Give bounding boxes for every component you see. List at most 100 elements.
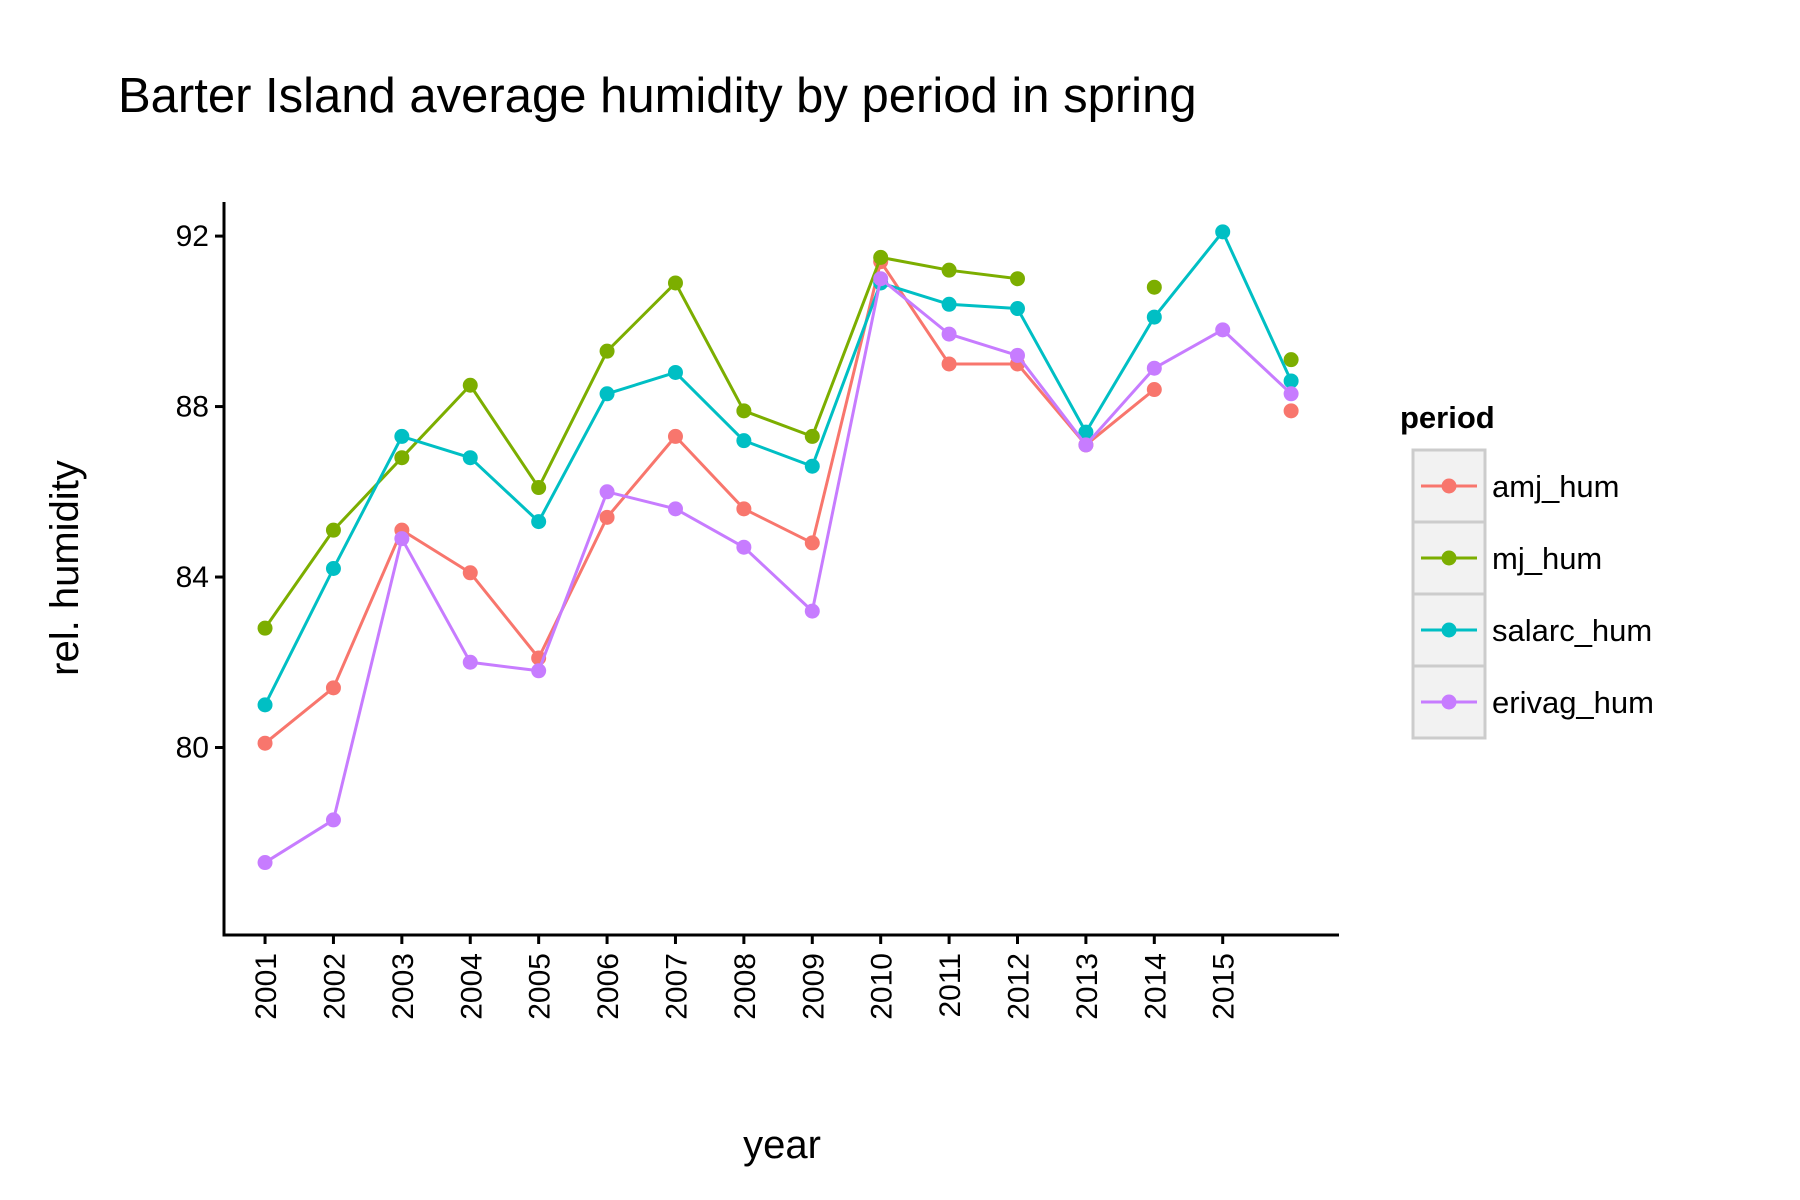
y-axis-title: rel. humidity — [43, 460, 87, 676]
x-tick-label: 2006 — [592, 953, 625, 1020]
legend-key-point — [1441, 694, 1457, 710]
data-point — [1146, 360, 1162, 376]
x-tick-label: 2004 — [455, 953, 488, 1020]
x-axis-title: year — [743, 1123, 821, 1167]
legend-label: amj_hum — [1492, 469, 1620, 504]
x-tick-label: 2013 — [1071, 953, 1104, 1020]
series-erivag_hum — [257, 271, 1299, 871]
data-point — [325, 561, 341, 576]
data-point — [941, 326, 957, 342]
data-point — [1283, 352, 1299, 368]
series-line — [264, 260, 1156, 745]
series-line — [263, 230, 1293, 706]
legend-items: amj_hum mj_hum salarc_hum erivag_hum — [1411, 448, 1654, 740]
data-point — [257, 855, 273, 871]
legend-key-point — [1441, 622, 1457, 638]
data-point — [873, 271, 889, 287]
data-point — [599, 386, 615, 402]
data-point — [462, 377, 478, 393]
data-point — [941, 296, 957, 312]
data-point — [736, 403, 752, 419]
legend-label: mj_hum — [1492, 541, 1602, 576]
data-point — [804, 428, 820, 444]
data-point — [1078, 437, 1094, 453]
x-tick-label: 2015 — [1208, 953, 1241, 1020]
data-point — [462, 654, 478, 670]
data-point — [941, 356, 957, 372]
data-point — [531, 514, 547, 530]
x-tick-label: 2005 — [524, 953, 557, 1020]
x-tick-label: 2007 — [660, 953, 693, 1020]
series-amj_hum — [257, 254, 1299, 751]
y-tick-label: 92 — [176, 220, 209, 253]
data-point — [462, 450, 478, 466]
series-layer — [257, 224, 1299, 871]
data-point — [257, 697, 273, 713]
x-ticks: 2001 2002 2003 2004 2005 2006 2007 2008 2009 2010… — [250, 935, 1241, 1020]
data-point — [257, 735, 273, 751]
data-point — [394, 531, 410, 547]
data-point — [1146, 309, 1162, 325]
series-salarc_hum — [257, 224, 1299, 713]
data-point — [1283, 386, 1299, 402]
x-tick-label: 2010 — [866, 953, 899, 1020]
data-point — [1009, 301, 1025, 317]
chart-title: Barter Island average humidity by period… — [118, 69, 1197, 123]
data-point — [736, 433, 752, 449]
data-point — [257, 620, 273, 636]
data-point — [1009, 347, 1025, 363]
data-point — [667, 428, 683, 444]
legend-key-point — [1441, 478, 1457, 494]
legend-item: salarc_hum — [1411, 592, 1652, 668]
data-point — [1146, 382, 1162, 398]
data-point — [804, 458, 820, 474]
data-point — [599, 509, 615, 525]
data-point — [1215, 224, 1231, 240]
data-point — [736, 501, 752, 517]
legend: period amj_hum mj_hum salarc_hum erivag_hum — [1400, 400, 1654, 740]
data-point — [1283, 373, 1299, 389]
series-mj_hum — [257, 249, 1299, 636]
x-tick-label: 2002 — [318, 953, 351, 1020]
axes — [222, 202, 1339, 937]
series-line — [263, 255, 1018, 630]
data-point — [531, 663, 547, 679]
legend-key-point — [1441, 550, 1457, 566]
data-point — [325, 680, 341, 696]
legend-title: period — [1400, 400, 1495, 435]
data-point — [462, 565, 478, 581]
x-tick-label: 2014 — [1139, 953, 1172, 1020]
data-point — [667, 275, 683, 291]
data-point — [599, 343, 615, 359]
data-point — [804, 603, 820, 619]
data-point — [394, 450, 410, 466]
y-ticks: 80 84 88 92 — [176, 220, 224, 764]
data-point — [394, 428, 410, 444]
data-point — [941, 262, 957, 278]
y-tick-label: 84 — [176, 561, 209, 594]
data-point — [531, 480, 547, 496]
legend-label: salarc_hum — [1492, 613, 1652, 648]
y-tick-label: 80 — [176, 731, 209, 764]
y-tick-label: 88 — [176, 391, 209, 424]
x-tick-label: 2001 — [250, 953, 283, 1020]
x-tick-label: 2008 — [729, 953, 762, 1020]
x-tick-label: 2009 — [797, 953, 830, 1020]
legend-label: erivag_hum — [1492, 685, 1654, 720]
data-point — [667, 364, 683, 380]
data-point — [804, 535, 820, 551]
data-point — [599, 484, 615, 500]
data-point — [1146, 279, 1162, 295]
data-point — [1009, 271, 1025, 287]
data-point — [667, 501, 683, 517]
legend-item: amj_hum — [1411, 448, 1620, 524]
x-tick-label: 2011 — [934, 953, 967, 1018]
data-point — [736, 539, 752, 555]
x-tick-label: 2003 — [387, 953, 420, 1020]
data-point — [325, 522, 341, 538]
data-point — [873, 249, 889, 265]
data-point — [325, 812, 341, 828]
data-point — [1078, 424, 1094, 440]
x-tick-label: 2012 — [1002, 953, 1035, 1020]
